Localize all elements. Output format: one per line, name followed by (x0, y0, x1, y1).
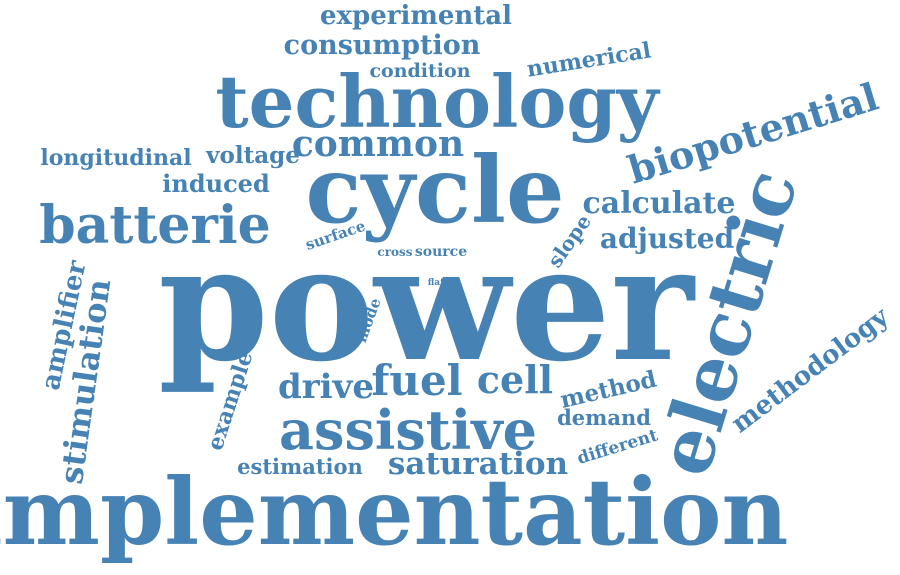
word-batterie: batterie (39, 195, 270, 256)
word-saturation: saturation (388, 446, 568, 482)
word-induced: induced (162, 169, 270, 198)
word-adjusted: adjusted (600, 222, 734, 255)
word-drive: drive (278, 367, 374, 407)
word-voltage: voltage (205, 142, 300, 169)
word-source: source (415, 244, 467, 260)
word-experimental: experimental (320, 1, 512, 31)
word-cycle: cycle (306, 136, 565, 244)
word-consumption: consumption (284, 30, 481, 61)
word-common: common (292, 123, 464, 165)
word-demand: demand (557, 405, 651, 430)
word-cell: cell (477, 357, 553, 402)
word-calculate: calculate (583, 186, 736, 221)
word-technology: technology (215, 59, 660, 144)
word-assistive: assistive (279, 398, 537, 462)
word-cross: cross (377, 245, 412, 259)
word-longitudinal: longitudinal (40, 145, 191, 171)
word-flat: flat (428, 278, 445, 288)
word-estimation: estimation (237, 454, 363, 479)
word-implementation: implementation (0, 458, 788, 566)
word-fuel: fuel (371, 356, 462, 405)
word-condition: condition (369, 60, 470, 82)
word-power: power (158, 212, 695, 397)
